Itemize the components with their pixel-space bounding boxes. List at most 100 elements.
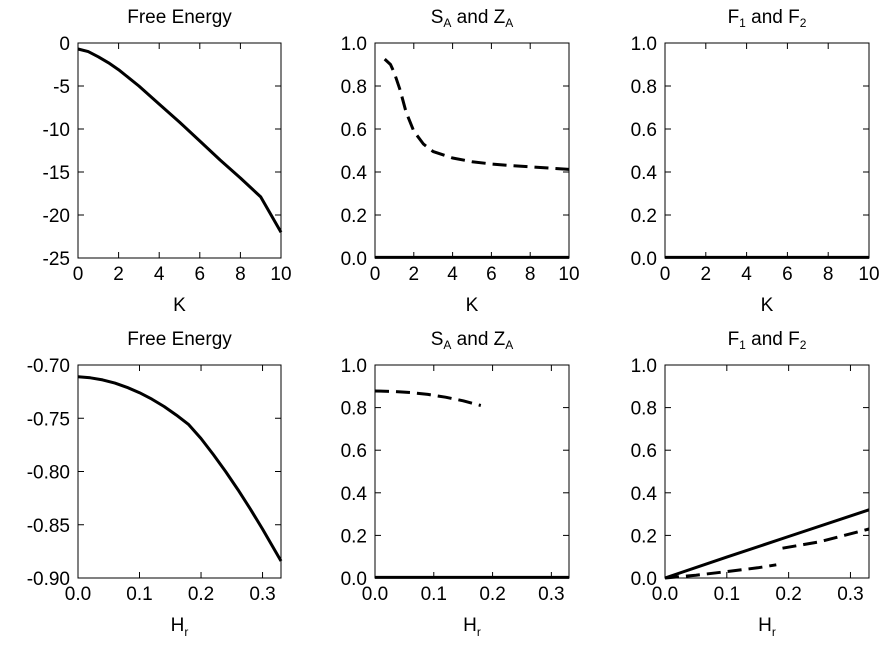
x-tick-label: 6 [486, 264, 497, 285]
x-tick-label: 0.1 [126, 584, 152, 605]
chart-title-subscript: 2 [800, 338, 807, 352]
chart-panel-4: Free Energy -0.70 -0.75 -0.80 -0.85 -0.900.0 0… [27, 329, 283, 639]
plot-frame [374, 364, 570, 579]
chart-title-main: Free Energy [127, 329, 232, 350]
x-tick-label: 2 [409, 264, 420, 285]
chart-title-main: F [728, 7, 740, 28]
x-tick-label: 2 [701, 264, 712, 285]
y-tick-label: -0.80 [27, 463, 70, 484]
y-tick-label: 0.8 [341, 399, 367, 420]
series-line-solid [77, 375, 283, 562]
x-tick-label: 6 [195, 264, 206, 285]
y-tick-label: 0.4 [631, 484, 658, 505]
y-tick-label: -0.75 [27, 409, 70, 430]
plot-frame [664, 42, 870, 259]
chart-title-main: S [431, 329, 444, 350]
y-tick-label: 0.0 [631, 249, 657, 270]
series-line-solid [77, 47, 283, 233]
x-tick-label: 0.2 [479, 584, 505, 605]
x-axis-label: K [466, 295, 479, 316]
y-tick-label: 0.2 [631, 206, 657, 227]
y-tick-label: 0.0 [341, 249, 367, 270]
y-tick-label: 1.0 [341, 34, 367, 55]
x-axis-label-main: H [171, 615, 185, 636]
x-tick-label: 0.3 [249, 584, 275, 605]
x-axis-label: Hr [463, 615, 481, 639]
chart-title: SA and ZA [431, 7, 514, 30]
series-line-dashed [782, 527, 870, 550]
y-tick-label: 0.0 [341, 569, 367, 590]
chart-title-subscript: 1 [739, 338, 746, 352]
y-tick-label: -20 [43, 206, 70, 227]
x-tick-label: 0.0 [652, 584, 678, 605]
plot-frame [77, 42, 282, 259]
chart-title-main: S [431, 7, 444, 28]
y-tick-label: 0.6 [341, 120, 367, 141]
x-axis-label: Hr [171, 615, 189, 639]
x-tick-label: 4 [447, 264, 458, 285]
chart-panel-2: SA and ZA0.00.20.40.60.81.00 2 4 6 8 10K [341, 7, 580, 316]
x-tick-label: 10 [858, 264, 879, 285]
x-axis-label-main: K [466, 295, 479, 316]
x-tick-label: 0.0 [362, 584, 388, 605]
plot-frame [374, 42, 570, 259]
y-tick-label: 0.2 [341, 526, 367, 547]
x-tick-label: 2 [113, 264, 124, 285]
chart-title: SA and ZA [431, 329, 514, 352]
chart-title: F1 and F2 [728, 7, 807, 30]
x-tick-label: 0.0 [65, 584, 91, 605]
x-axis-label: K [761, 295, 774, 316]
x-tick-label: 0.3 [538, 584, 564, 605]
y-tick-label: 0.2 [631, 526, 657, 547]
y-tick-label: 0.8 [631, 77, 657, 98]
x-axis-label: Hr [758, 615, 776, 639]
x-tick-label: 6 [782, 264, 793, 285]
y-tick-label: -0.70 [27, 356, 70, 377]
y-tick-label: 0.0 [631, 569, 657, 590]
y-tick-label: 0.4 [341, 484, 368, 505]
y-tick-label: 0.8 [341, 77, 367, 98]
chart-title-subscript: A [505, 338, 513, 352]
chart-title-subscript: 2 [800, 16, 807, 30]
chart-title: Free Energy [127, 329, 232, 350]
x-tick-label: 0 [660, 264, 671, 285]
x-tick-label: 10 [270, 264, 291, 285]
plot-frame [77, 364, 282, 579]
chart-title-subscript: 1 [739, 16, 746, 30]
chart-panel-6: F1 and F2 0.0 0.2 0.4 0.6 0.8 1.0 0.0 0.1 0.2 0.3 H… [631, 329, 870, 639]
y-tick-label: 0.4 [341, 163, 368, 184]
y-tick-label: 1.0 [341, 356, 367, 377]
x-axis-label-main: H [758, 615, 772, 636]
x-tick-label: 4 [154, 264, 165, 285]
y-tick-label: 1.0 [631, 34, 657, 55]
y-tick-label: 0.6 [631, 441, 657, 462]
chart-title: Free Energy [127, 7, 232, 28]
x-tick-label: 0.1 [421, 584, 447, 605]
x-axis-label-subscript: r [772, 625, 776, 639]
y-tick-label: -5 [53, 77, 70, 98]
x-tick-label: 8 [525, 264, 536, 285]
y-tick-label: 0.8 [631, 399, 657, 420]
chart-panel-3: F1 and F20.00.20.40.60.81.00 2 4 6 8 10K [631, 7, 880, 316]
chart-title-main: F [728, 329, 740, 350]
series-line-solid [664, 508, 870, 580]
chart-title-middle: and F [746, 329, 800, 350]
y-tick-label: -25 [43, 249, 70, 270]
x-axis-label-subscript: r [184, 625, 188, 639]
x-axis-label: K [173, 295, 186, 316]
chart-title-subscript: A [443, 338, 451, 352]
x-axis-label-main: K [761, 295, 774, 316]
x-tick-label: 0 [370, 264, 381, 285]
y-tick-label: 0.6 [631, 120, 657, 141]
chart-title-middle: and Z [451, 7, 505, 28]
plot-frame [664, 364, 870, 579]
x-tick-label: 0.3 [837, 584, 863, 605]
x-axis-label-main: K [173, 295, 186, 316]
x-tick-label: 0.2 [188, 584, 214, 605]
y-tick-label: 0.6 [341, 441, 367, 462]
x-tick-label: 4 [741, 264, 752, 285]
y-tick-label: -0.90 [27, 569, 70, 590]
y-tick-label: 0.2 [341, 206, 367, 227]
